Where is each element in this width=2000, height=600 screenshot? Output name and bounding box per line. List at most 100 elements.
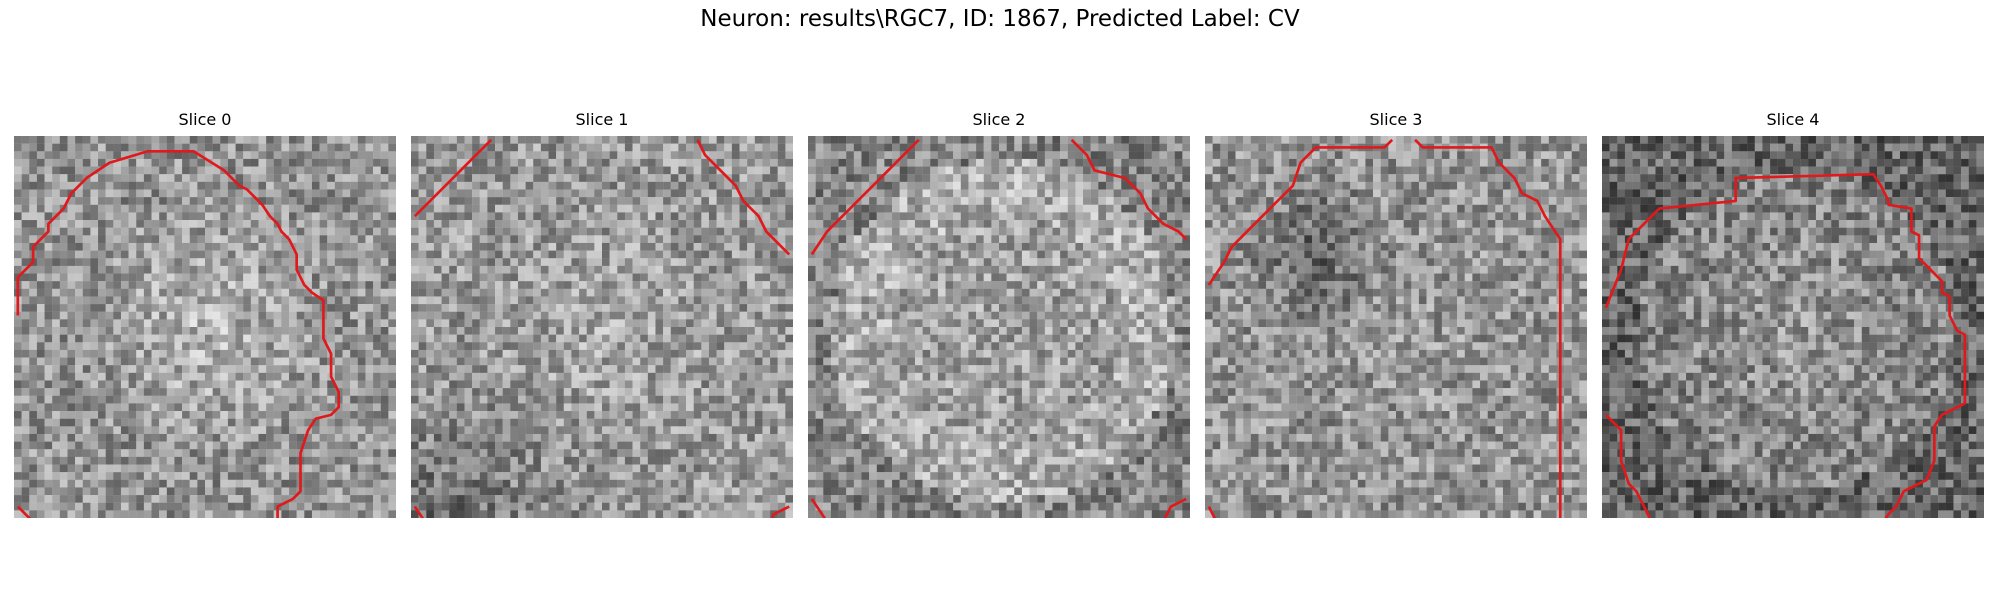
pixel [357,296,366,305]
pixel [174,502,183,511]
pixel [205,411,213,419]
pixel [433,220,442,228]
pixel [327,472,336,480]
pixel [632,327,641,335]
pixel [319,403,328,412]
pixel [487,334,496,343]
pixel [281,411,290,419]
pixel [487,327,496,335]
pixel [693,441,702,450]
pixel [624,380,633,389]
pixel [571,510,580,518]
pixel [243,502,251,511]
pixel [365,449,374,458]
pixel [602,357,610,366]
pixel [113,510,122,518]
pixel [113,204,122,213]
pixel [456,349,465,358]
pixel [235,174,244,182]
pixel [373,464,381,473]
pixel [388,250,396,259]
pixel [235,334,244,343]
pixel [357,220,366,228]
pixel [357,510,366,518]
pixel [586,166,595,175]
pixel [327,418,336,427]
pixel [510,136,519,144]
pixel [311,411,320,419]
pixel [189,143,198,152]
pixel [212,495,221,503]
pixel [327,258,336,267]
pixel [533,136,542,144]
pixel [456,220,465,228]
pixel [525,242,534,251]
pixel [143,281,152,289]
pixel [495,388,503,396]
pixel [556,487,564,496]
pixel [273,189,282,198]
pixel [266,487,274,496]
pixel [609,304,618,312]
pixel [197,495,206,503]
pixel [556,349,564,358]
pixel [556,212,564,221]
pixel [716,143,725,152]
pixel [754,327,763,335]
pixel [647,334,656,343]
pixel [266,288,274,297]
pixel [548,235,557,244]
pixel [128,166,137,175]
pixel [525,281,534,289]
pixel [289,136,297,144]
pixel [67,403,76,412]
pixel [563,403,572,412]
pixel [220,502,229,511]
pixel [770,456,778,465]
pixel [579,472,587,480]
pixel [159,487,167,496]
pixel [319,174,328,182]
pixel [762,380,771,389]
pixel [540,242,549,251]
pixel [342,311,351,320]
pixel [151,227,160,236]
pixel [472,204,480,213]
pixel [220,265,229,274]
pixel [579,281,587,289]
pixel [136,319,145,328]
pixel [472,304,480,312]
pixel [258,235,267,244]
pixel [327,479,336,488]
pixel [90,174,99,182]
pixel [701,342,710,351]
pixel [120,288,129,297]
pixel [411,495,419,503]
pixel [59,327,68,335]
pixel [44,311,53,320]
pixel [105,388,114,396]
pixel [502,472,511,480]
pixel [556,426,564,435]
pixel [36,136,45,144]
pixel [334,327,343,335]
pixel [21,281,30,289]
pixel [373,204,381,213]
pixel [174,220,183,228]
pixel [373,380,381,389]
pixel [762,151,771,160]
pixel [243,181,251,190]
pixel [533,265,542,274]
pixel [250,204,259,213]
pixel [624,395,633,404]
pixel [304,327,313,335]
pixel [701,495,710,503]
pixel [235,502,244,511]
pixel [563,479,572,488]
pixel [14,319,22,328]
pixel [90,357,99,366]
pixel [311,311,320,320]
pixel [205,334,213,343]
pixel [189,411,198,419]
pixel [90,418,99,427]
